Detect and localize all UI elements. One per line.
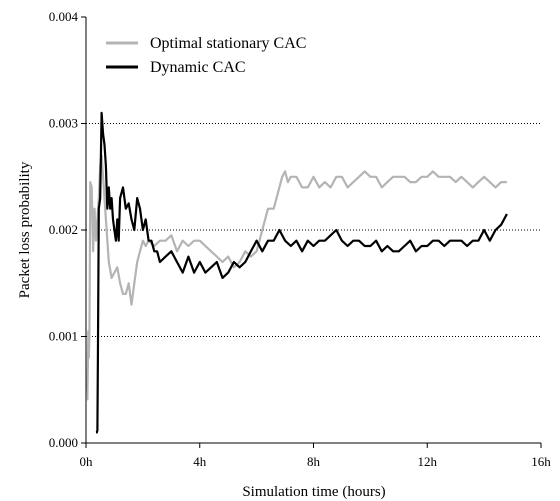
y-tick-label-1: 0.001: [49, 329, 78, 344]
x-tick-label-2: 8h: [307, 454, 321, 469]
x-tick-label-3: 12h: [418, 454, 438, 469]
legend-label-dynamic: Dynamic CAC: [150, 59, 246, 76]
x-ticks: 0h 4h 8h 12h 16h: [80, 443, 551, 469]
axes: [85, 17, 541, 444]
x-tick-label-4: 16h: [531, 454, 551, 469]
y-tick-label-2: 0.002: [49, 222, 78, 237]
y-axis-title: Packet loss probability: [17, 161, 33, 298]
legend: Optimal stationary CAC Dynamic CAC: [106, 35, 306, 76]
series-lines: [86, 111, 508, 434]
y-tick-label-0: 0.000: [49, 435, 78, 450]
y-tick-label-4: 0.004: [49, 9, 79, 24]
x-tick-label-0: 0h: [80, 454, 94, 469]
y-tick-label-3: 0.003: [49, 116, 78, 131]
y-ticks: 0.000 0.001 0.002 0.003 0.004: [49, 9, 86, 450]
gridlines: [86, 123, 541, 337]
series-line-1: [95, 111, 508, 434]
legend-label-stationary: Optimal stationary CAC: [150, 35, 306, 52]
series-line-0: [86, 154, 507, 401]
x-axis-title: Simulation time (hours): [242, 484, 385, 500]
x-tick-label-1: 4h: [193, 454, 207, 469]
